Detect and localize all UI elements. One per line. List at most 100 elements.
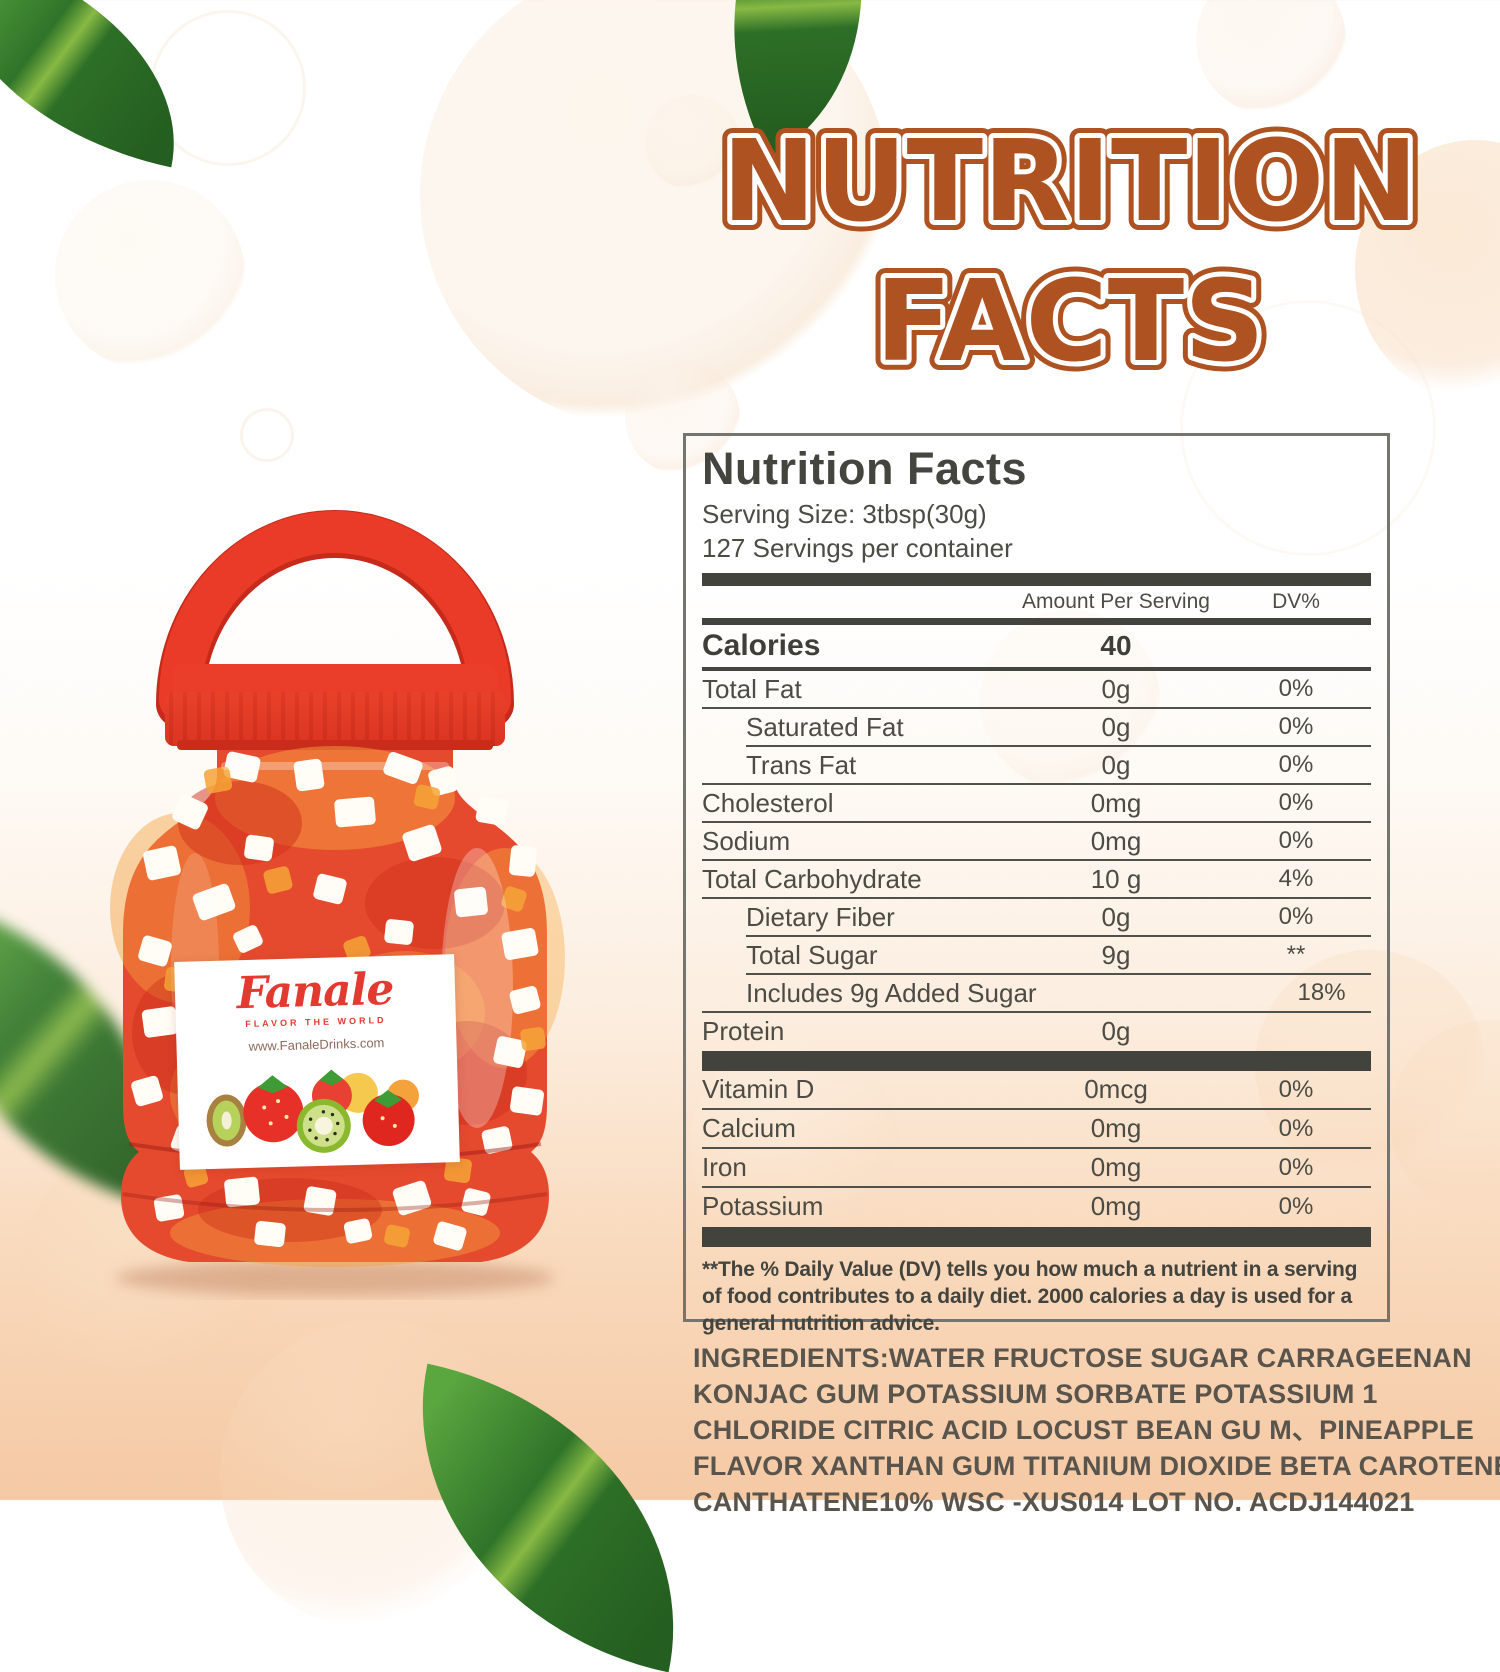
hero-line1-inline: NUTRITION: [722, 117, 1418, 247]
vitamin-row: Calcium 0mg 0%: [702, 1110, 1371, 1147]
bubble: [625, 360, 740, 475]
nutrient-dv: 0%: [1278, 675, 1314, 702]
nutrient-name: Includes 9g Added Sugar: [746, 977, 1037, 1008]
row-divider: [702, 859, 1371, 861]
nutrient-dv: **: [1286, 941, 1306, 968]
nutrient-name: Protein: [702, 1015, 785, 1046]
serving-size-line: Serving Size: 3tbsp(30g): [702, 499, 987, 529]
nutrient-amount: 0g: [1101, 901, 1131, 932]
nutrient-name: Sodium: [702, 825, 791, 856]
bubble: [645, 95, 740, 190]
nutrient-name: Saturated Fat: [746, 711, 904, 742]
nutrient-amount: 0g: [1101, 711, 1131, 742]
vitamin-row: Iron 0mg 0%: [702, 1149, 1371, 1186]
jelly-cubes-white: [131, 751, 545, 1251]
nutrient-dv: 0%: [1278, 903, 1314, 930]
vitamin-dv: 0%: [1278, 1075, 1314, 1103]
divider-bar: [702, 1227, 1371, 1247]
fruit-illustration: [206, 1069, 419, 1153]
row-divider: [702, 897, 1371, 899]
jar-lid-ridges: [165, 692, 505, 746]
bubble: [1196, 0, 1346, 115]
jar-lid-lip: [177, 740, 493, 750]
nutrient-amount: 0g: [1101, 673, 1131, 704]
nutrient-row: Sodium 0mg 0%: [702, 823, 1371, 859]
brand-website: www.FanaleDrinks.com: [248, 1035, 385, 1054]
vitamin-name: Potassium: [702, 1191, 824, 1221]
nutrient-row: Total Sugar 9g **: [702, 937, 1371, 973]
ingredients-line: INGREDIENTS:WATER FRUCTOSE SUGAR CARRAGE…: [693, 1343, 1472, 1373]
vitamin-dv: 0%: [1278, 1192, 1314, 1220]
divider-bar: [702, 618, 1371, 625]
ingredients-line: CANTHATENE10% WSC -XUS014 LOT NO. ACDJ14…: [693, 1487, 1415, 1517]
hero-line2: FACTS: [875, 257, 1265, 387]
jar-handle: [159, 511, 511, 721]
nutrient-amount: 0g: [1101, 1015, 1131, 1046]
row-divider: [746, 935, 1371, 937]
calories-value: 40: [1100, 630, 1132, 661]
servings-per-container-line: 127 Servings per container: [702, 533, 1013, 563]
row-divider: [702, 707, 1371, 709]
hero-line1: NUTRITION: [722, 117, 1418, 247]
nutrient-row: Dietary Fiber 0g 0%: [702, 899, 1371, 935]
jar-lid-top: [173, 664, 497, 698]
vitamin-amount: 0mg: [1090, 1191, 1142, 1221]
column-headers: Amount Per Serving DV%: [702, 586, 1371, 618]
nutrient-amount: 0mg: [1090, 787, 1142, 818]
nutrient-dv: 0%: [1278, 713, 1314, 740]
ingredients-block: INGREDIENTS:WATER FRUCTOSE SUGAR CARRAGE…: [693, 1340, 1500, 1520]
nutrient-amount: 0mg: [1090, 825, 1142, 856]
divider-bar: [702, 573, 1371, 586]
nutrient-name: Trans Fat: [746, 749, 857, 780]
bubble: [980, 610, 1160, 790]
divider-bar: [702, 1051, 1371, 1071]
row-divider: [702, 1186, 1371, 1188]
nutrient-dv: 0%: [1278, 789, 1314, 816]
ingredients-line: FLAVOR XANTHAN GUM TITANIUM DIOXIDE BETA…: [693, 1451, 1500, 1481]
brand-logo: Fanale: [236, 963, 394, 1020]
nutrient-row: Protein 0g: [702, 1013, 1371, 1049]
nutrition-facts-panel: Nutrition Facts Serving Size: 3tbsp(30g)…: [683, 433, 1390, 1335]
row-divider: [702, 1108, 1371, 1110]
calories-row: Calories 40: [702, 625, 1371, 667]
panel-title: Nutrition Facts: [702, 443, 1028, 494]
product-jar: [110, 510, 565, 1296]
col-dv-header: DV%: [1272, 590, 1320, 613]
nutrient-name: Total Sugar: [746, 939, 878, 970]
nutrient-dv: 4%: [1278, 865, 1314, 892]
hero-line1-outline: NUTRITION: [722, 117, 1418, 247]
row-divider: [702, 783, 1371, 785]
vitamin-amount: 0mg: [1090, 1113, 1142, 1143]
hero-title: NUTRITION NUTRITION NUTRITION FACTS FACT…: [712, 112, 1428, 392]
hero-line2-inline: FACTS: [875, 257, 1265, 387]
bubble: [55, 180, 245, 370]
col-amount-header: Amount Per Serving: [1022, 590, 1210, 613]
nutrient-row: Total Fat 0g 0%: [702, 671, 1371, 707]
hero-line2-outline: FACTS: [875, 257, 1265, 387]
nutrient-row: Trans Fat 0g 0%: [702, 747, 1371, 783]
jar-front-label: Fanale FLAVOR THE WORLD www.FanaleDrinks…: [174, 954, 460, 1170]
row-divider: [702, 667, 1371, 671]
row-divider: [746, 745, 1371, 747]
nutrient-row: Includes 9g Added Sugar 18%: [702, 975, 1371, 1011]
nutrient-row: Saturated Fat 0g 0%: [702, 709, 1371, 745]
nutrient-name: Total Carbohydrate: [702, 863, 922, 894]
ingredients-line: KONJAC GUM POTASSIUM SORBATE POTASSIUM 1: [693, 1379, 1378, 1409]
row-divider: [702, 821, 1371, 823]
vitamin-row: Vitamin D 0mcg 0%: [702, 1071, 1371, 1108]
nutrient-amount: 10 g: [1090, 863, 1142, 894]
nutrient-dv: 0%: [1278, 827, 1314, 854]
nutrient-name: Dietary Fiber: [746, 901, 895, 932]
nutrient-name: Total Fat: [702, 673, 802, 704]
bubble: [690, 1040, 900, 1250]
vitamin-row: Potassium 0mg 0%: [702, 1188, 1371, 1225]
nutrient-dv: 0%: [1278, 751, 1314, 778]
row-divider: [702, 1147, 1371, 1149]
nutrient-amount: 9g: [1101, 939, 1131, 970]
row-divider: [746, 973, 1371, 975]
nutrient-amount: 0g: [1101, 749, 1131, 780]
vitamin-name: Iron: [702, 1152, 747, 1182]
vitamin-amount: 0mcg: [1084, 1074, 1148, 1104]
nutrient-dv: 18%: [1297, 979, 1346, 1006]
vitamin-dv: 0%: [1278, 1114, 1314, 1142]
